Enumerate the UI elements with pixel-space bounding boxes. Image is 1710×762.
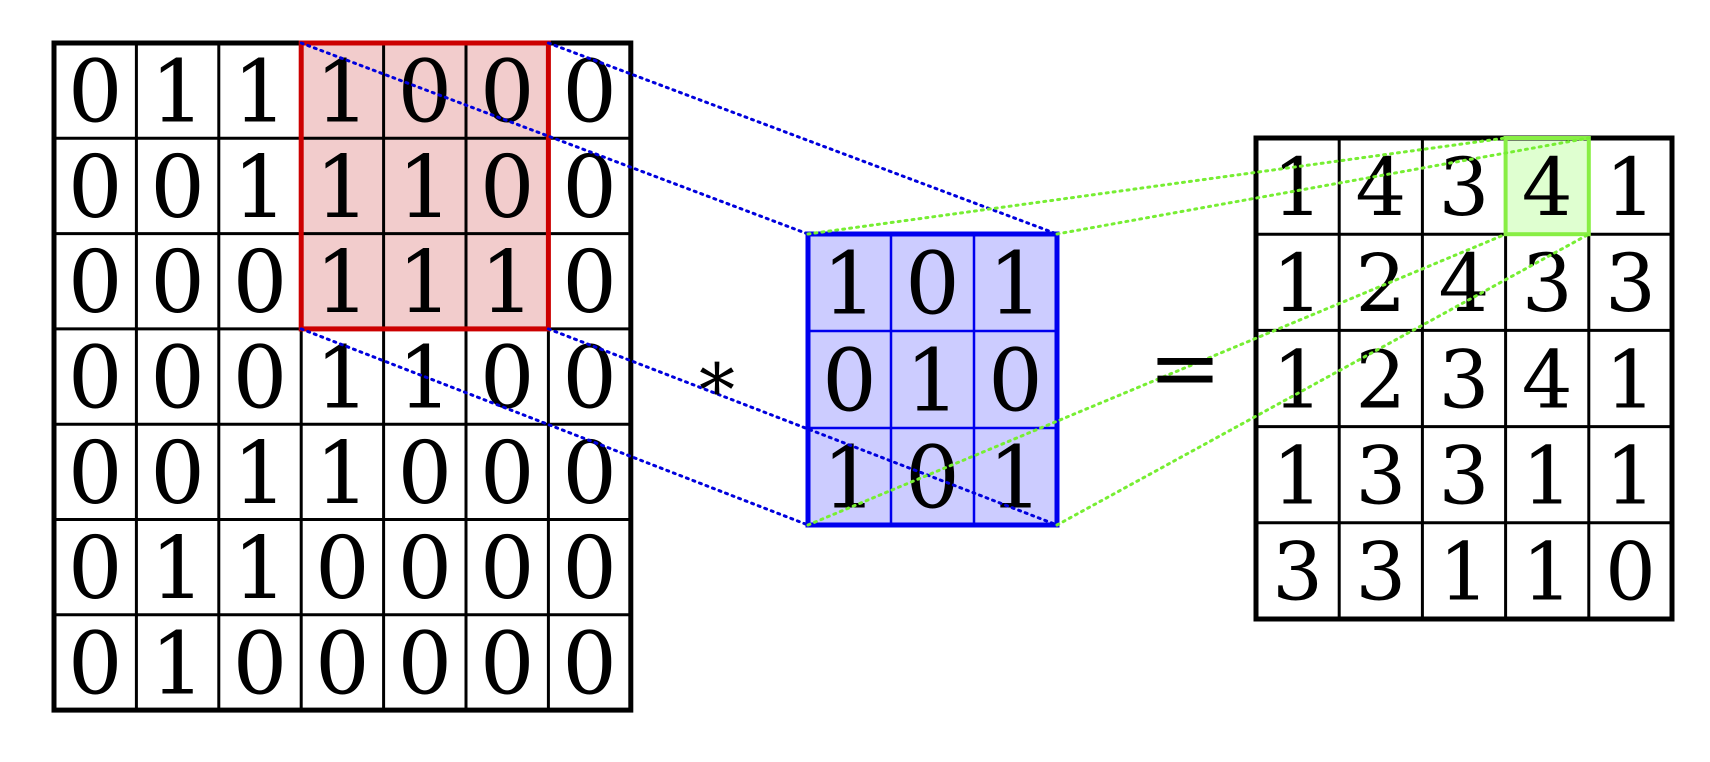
input-cell: 0 xyxy=(315,519,370,619)
input-cell: 0 xyxy=(150,138,205,238)
input-cell: 1 xyxy=(233,138,288,238)
output-cell: 4 xyxy=(1522,333,1573,426)
output-projection-line xyxy=(1055,136,1591,236)
input-highlight-border xyxy=(298,40,551,332)
output-cell: 1 xyxy=(1522,526,1573,619)
input-cell: 0 xyxy=(480,519,535,619)
input-cell: 0 xyxy=(480,424,535,524)
input-cell: 0 xyxy=(562,233,617,333)
output-cell: 1 xyxy=(1605,430,1656,523)
output-cell: 3 xyxy=(1355,526,1406,619)
input-cell: 0 xyxy=(233,329,288,429)
kernel-cell: 1 xyxy=(988,428,1043,528)
input-cell: 1 xyxy=(233,519,288,619)
kernel-cell: 0 xyxy=(988,331,1043,431)
kernel-cell: 0 xyxy=(905,234,960,334)
input-cell: 1 xyxy=(315,424,370,524)
kernel-cell: 0 xyxy=(905,428,960,528)
input-projection-line xyxy=(299,41,810,236)
input-cell: 1 xyxy=(480,233,535,333)
input-matrix: 0 1 1 1 0 0 00 0 1 1 1 0 00 0 0 1 1 1 00 0 0 1 1 0 00 0 1 1 0 0 00 1 1 0 0… xyxy=(51,40,634,714)
kernel-cell: 0 xyxy=(822,331,877,431)
input-cell: 0 xyxy=(68,43,123,143)
input-cell: 0 xyxy=(562,614,617,714)
output-cell: 2 xyxy=(1355,237,1406,330)
input-cell: 1 xyxy=(150,519,205,619)
output-cell: 1 xyxy=(1272,430,1323,523)
output-cell: 1 xyxy=(1272,237,1323,330)
kernel-cell: 1 xyxy=(988,234,1043,334)
input-cell: 0 xyxy=(68,614,123,714)
output-cell: 3 xyxy=(1439,430,1490,523)
input-cell: 1 xyxy=(150,43,205,143)
input-cell: 0 xyxy=(480,614,535,714)
input-projection-line xyxy=(546,41,1059,236)
input-cell: 1 xyxy=(315,233,370,333)
kernel-background xyxy=(808,234,1057,525)
input-cell: 0 xyxy=(562,519,617,619)
input-cell: 0 xyxy=(397,43,452,143)
output-cell: 2 xyxy=(1355,333,1406,426)
output-cell: 3 xyxy=(1605,237,1656,330)
output-cell: 1 xyxy=(1439,526,1490,619)
output-cell: 3 xyxy=(1439,333,1490,426)
output-projection-line xyxy=(806,136,1508,236)
input-cell: 0 xyxy=(68,138,123,238)
output-cell: 1 xyxy=(1605,141,1656,234)
output-cell: 4 xyxy=(1522,141,1573,234)
input-cell: 0 xyxy=(562,138,617,238)
input-cell: 0 xyxy=(233,233,288,333)
equals-operator: = xyxy=(1148,316,1222,419)
input-cell: 0 xyxy=(397,614,452,714)
input-projection-line xyxy=(299,327,810,527)
convolution-operator: * xyxy=(699,348,735,432)
kernel-matrix: 1 0 10 1 01 0 1 xyxy=(805,231,1060,528)
output-projection-line xyxy=(1055,232,1591,527)
input-cell: 0 xyxy=(397,424,452,524)
input-cell: 0 xyxy=(480,329,535,429)
output-cell: 4 xyxy=(1355,141,1406,234)
input-cell: 1 xyxy=(315,138,370,238)
output-highlight-border xyxy=(1503,136,1591,237)
projection-lines xyxy=(299,41,1591,527)
output-cell: 0 xyxy=(1605,526,1656,619)
input-cell: 1 xyxy=(233,43,288,143)
kernel-cell: 1 xyxy=(905,331,960,431)
output-cell: 1 xyxy=(1272,333,1323,426)
output-cell: 3 xyxy=(1355,430,1406,523)
input-cell: 0 xyxy=(397,519,452,619)
kernel-border xyxy=(805,231,1060,528)
input-cell: 0 xyxy=(233,614,288,714)
input-cell: 0 xyxy=(68,233,123,333)
input-cell: 1 xyxy=(397,138,452,238)
input-cell: 0 xyxy=(150,329,205,429)
output-cell: 1 xyxy=(1522,430,1573,523)
input-cell: 0 xyxy=(68,519,123,619)
input-projection-line xyxy=(546,327,1059,527)
input-cell: 0 xyxy=(562,424,617,524)
output-border xyxy=(1253,135,1675,622)
output-projection-line xyxy=(806,232,1508,527)
output-cell: 3 xyxy=(1272,526,1323,619)
output-matrix: 1 4 3 4 11 2 4 3 31 2 3 4 11 3 3 1 13 3 1 1 0 xyxy=(1253,135,1675,622)
input-cell: 0 xyxy=(480,138,535,238)
input-cell: 0 xyxy=(68,424,123,524)
kernel-cell: 1 xyxy=(822,234,877,334)
input-cell: 1 xyxy=(397,329,452,429)
output-highlight-fill xyxy=(1505,138,1589,235)
input-cell: 1 xyxy=(150,614,205,714)
output-cell: 4 xyxy=(1439,237,1490,330)
output-cell: 3 xyxy=(1522,237,1573,330)
output-cell: 3 xyxy=(1439,141,1490,234)
input-cell: 0 xyxy=(68,329,123,429)
input-cell: 0 xyxy=(315,614,370,714)
input-cell: 0 xyxy=(150,233,205,333)
input-cell: 0 xyxy=(150,424,205,524)
output-cell: 1 xyxy=(1605,333,1656,426)
input-cell: 1 xyxy=(233,424,288,524)
input-cell: 1 xyxy=(397,233,452,333)
output-cell: 1 xyxy=(1272,141,1323,234)
